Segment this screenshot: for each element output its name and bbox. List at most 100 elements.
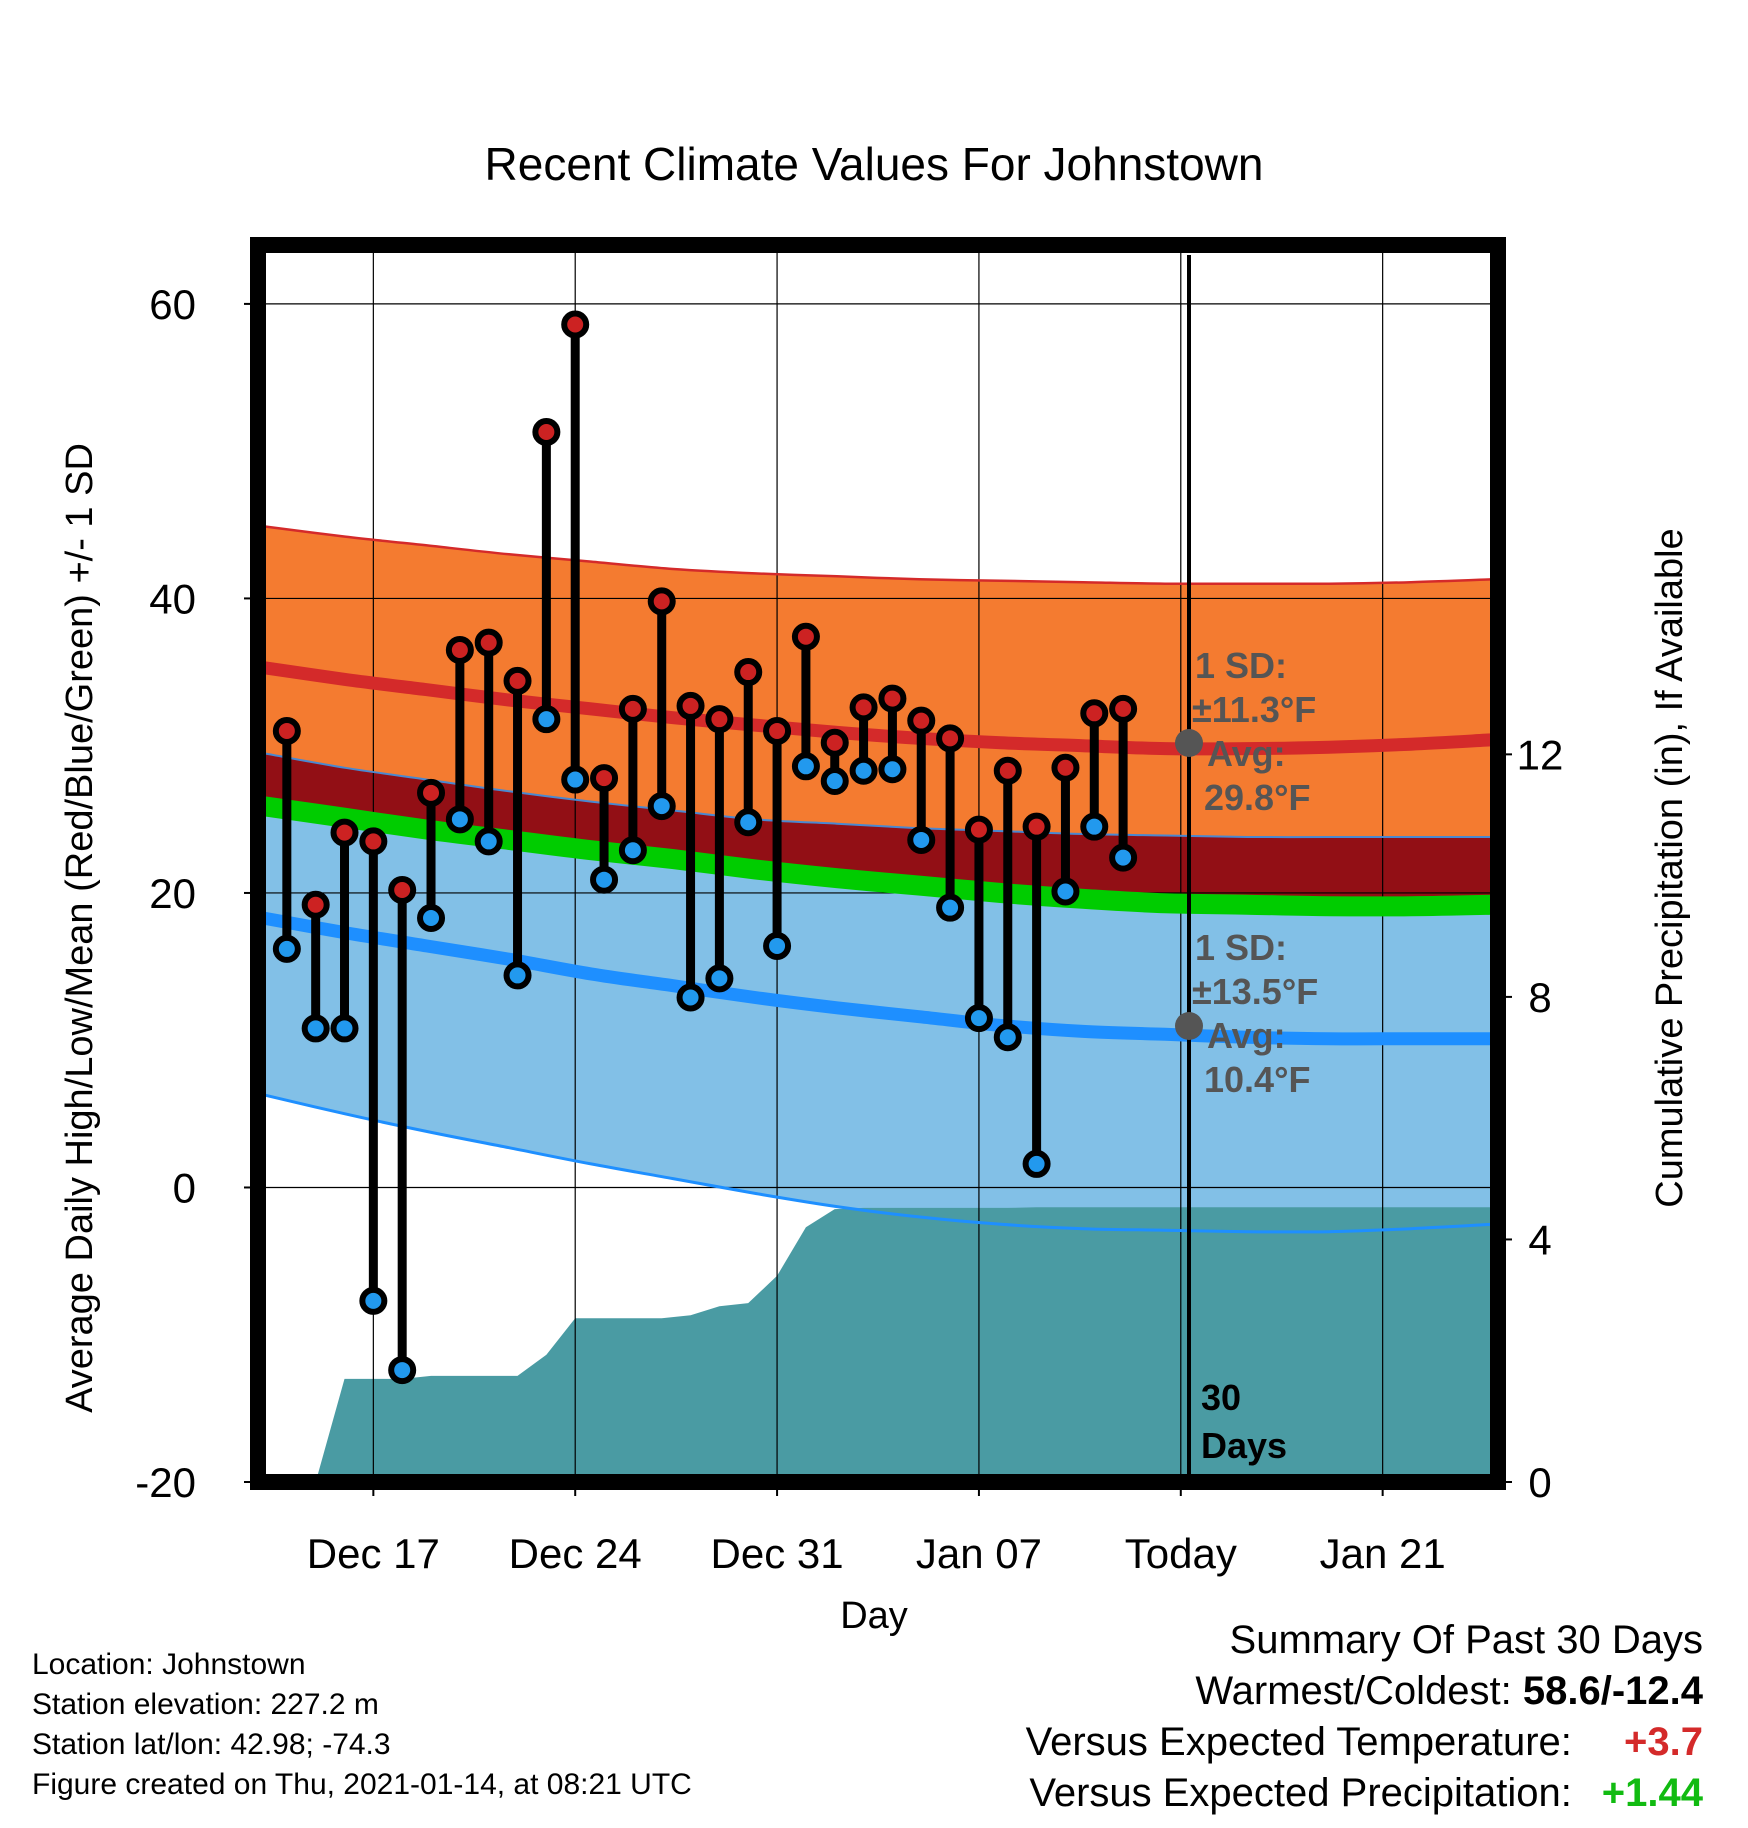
low-point xyxy=(791,752,820,781)
high-point xyxy=(474,628,503,657)
high-point xyxy=(734,658,763,687)
x-axis-label: Day xyxy=(840,1595,908,1637)
low-point xyxy=(474,827,503,856)
x-tick-label: Today xyxy=(1125,1530,1237,1577)
plot-area: 1 SD: ±11.3°F Avg: 29.8°F 1 SD: ±13.5°F … xyxy=(250,237,1506,1490)
high-point xyxy=(1051,753,1080,782)
high-point xyxy=(1080,699,1109,728)
precip-row: Versus Expected Precipitation: +1.44 xyxy=(1026,1768,1703,1819)
low-avg-marker xyxy=(1175,1012,1203,1040)
high-point xyxy=(417,778,446,807)
low-point xyxy=(590,865,619,894)
low-point xyxy=(388,1356,417,1385)
mean-band xyxy=(263,753,1493,907)
high-point xyxy=(618,694,647,723)
y-tick-label: -20 xyxy=(135,1459,196,1506)
low-sd-label: 1 SD: xyxy=(1195,927,1287,968)
warm-cold-value: 58.6/-12.4 xyxy=(1522,1669,1703,1713)
normal-low-line xyxy=(261,911,1493,1046)
low-point xyxy=(763,931,792,960)
high-sd-upper-edge xyxy=(262,525,1494,586)
low-point xyxy=(647,792,676,821)
high-point xyxy=(647,587,676,616)
high-point xyxy=(561,310,590,339)
high-point xyxy=(272,716,301,745)
high-point xyxy=(532,418,561,447)
y2-tick-label: 0 xyxy=(1528,1459,1551,1506)
high-point xyxy=(1109,694,1138,723)
low-point xyxy=(1080,812,1109,841)
temp-label: Versus Expected Temperature: xyxy=(1025,1720,1572,1764)
y2-tick-label: 8 xyxy=(1528,974,1551,1021)
high-point xyxy=(388,876,417,905)
high-point xyxy=(791,622,820,651)
low-point xyxy=(820,767,849,796)
normal-lines xyxy=(261,525,1494,1234)
high-point xyxy=(301,890,330,919)
low-point xyxy=(993,1023,1022,1052)
days-word: Days xyxy=(1201,1425,1287,1466)
high-point xyxy=(763,716,792,745)
high-point xyxy=(590,764,619,793)
x-tick-label: Jan 21 xyxy=(1320,1530,1446,1577)
high-point xyxy=(705,705,734,734)
high-point xyxy=(907,706,936,735)
temp-row: Versus Expected Temperature: +3.7 xyxy=(1026,1717,1703,1768)
low-point xyxy=(734,808,763,837)
low-point xyxy=(1051,877,1080,906)
high-point xyxy=(964,815,993,844)
low-point xyxy=(503,961,532,990)
latlon-text: Station lat/lon: 42.98; -74.3 xyxy=(32,1728,391,1761)
high-point xyxy=(878,684,907,713)
high-point xyxy=(359,827,388,856)
location-text: Location: Johnstown xyxy=(32,1648,306,1681)
x-tick-label: Dec 31 xyxy=(711,1530,844,1577)
elevation-text: Station elevation: 227.2 m xyxy=(32,1688,379,1721)
summary-heading: Summary Of Past 30 Days xyxy=(1229,1618,1703,1662)
y2-axis-label: Cumulative Precipitation (in), If Availa… xyxy=(1649,528,1691,1207)
high-point xyxy=(676,691,705,720)
days-number: 30 xyxy=(1201,1377,1241,1418)
low-point xyxy=(417,903,446,932)
low-point xyxy=(936,893,965,922)
low-point xyxy=(907,825,936,854)
high-point xyxy=(1022,812,1051,841)
low-avg-value: 10.4°F xyxy=(1204,1059,1310,1100)
normal-mean-line xyxy=(261,796,1494,917)
warm-cold-label: Warmest/Coldest: xyxy=(1195,1669,1512,1713)
low-point xyxy=(272,934,301,963)
summary-panel: Summary Of Past 30 Days Warmest/Coldest:… xyxy=(1026,1615,1703,1819)
axes: Dec 17 Dec 24 Dec 31 Jan 07 Today Jan 21 -20 0 2… xyxy=(135,281,1563,1577)
low-point xyxy=(330,1014,359,1043)
high-sd-band xyxy=(263,526,1493,838)
normal-high-line xyxy=(262,661,1494,756)
y-tick-label: 0 xyxy=(173,1164,196,1211)
low-sd-value: ±13.5°F xyxy=(1192,971,1318,1012)
low-sd-upper-edge xyxy=(262,752,1493,839)
y-axis-label: Average Daily High/Low/Mean (Red/Blue/Gr… xyxy=(59,443,101,1413)
x-tick-label: Jan 07 xyxy=(916,1530,1042,1577)
low-point xyxy=(878,755,907,784)
chart-title: Recent Climate Values For Johnstown xyxy=(485,138,1264,190)
temp-value: +3.7 xyxy=(1624,1720,1703,1764)
created-text: Figure created on Thu, 2021-01-14, at 08… xyxy=(32,1768,692,1801)
high-point xyxy=(936,724,965,753)
high-avg-label: Avg: xyxy=(1207,733,1286,774)
x-tick-label: Dec 17 xyxy=(307,1530,440,1577)
high-sd-label: 1 SD: xyxy=(1195,645,1287,686)
y-tick-label: 40 xyxy=(149,575,196,622)
low-point xyxy=(301,1014,330,1043)
low-point xyxy=(618,836,647,865)
observations xyxy=(272,310,1138,1385)
high-avg-value: 29.8°F xyxy=(1204,777,1310,818)
high-point xyxy=(849,693,878,722)
low-point xyxy=(849,756,878,785)
low-point xyxy=(964,1004,993,1033)
precipitation-area xyxy=(286,1207,1493,1482)
x-tick-label: Dec 24 xyxy=(509,1530,642,1577)
low-point xyxy=(1109,843,1138,872)
low-sd-lower-edge xyxy=(262,1093,1494,1234)
high-sd-value: ±11.3°F xyxy=(1192,689,1316,730)
station-info: Location: Johnstown Station elevation: 2… xyxy=(32,1645,692,1805)
